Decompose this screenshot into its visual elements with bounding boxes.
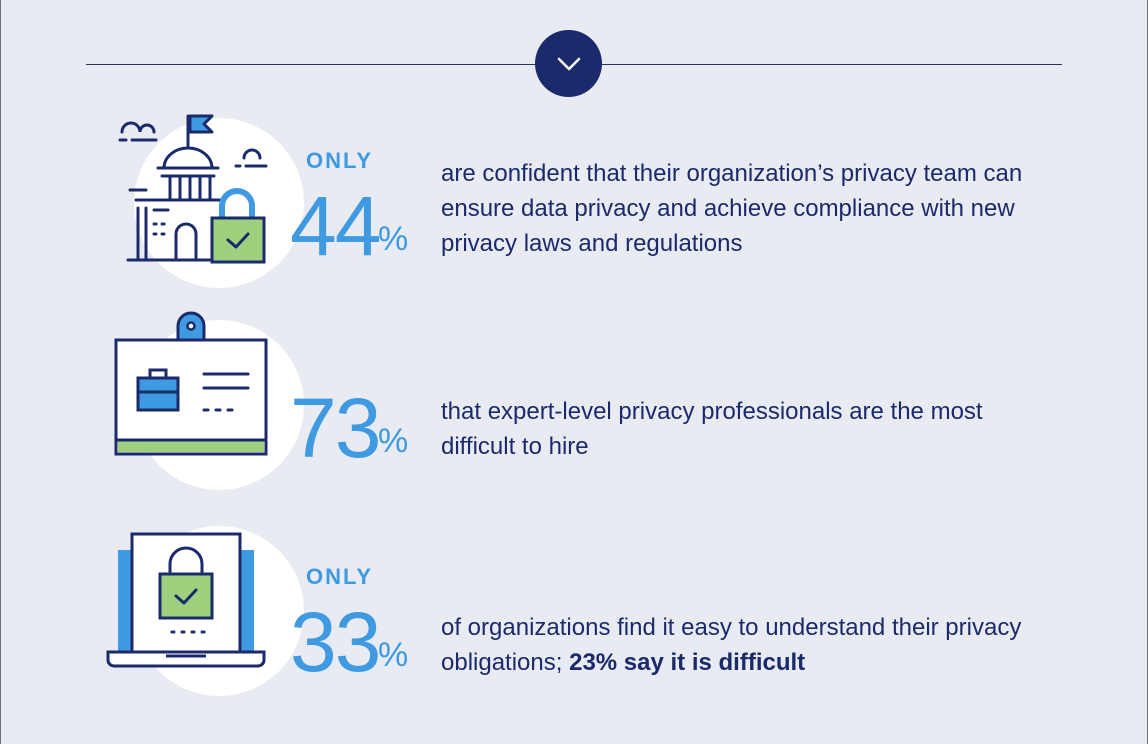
stat-item-2: 73 % that expert-level privacy professio… <box>0 308 1148 490</box>
stat-prefix: ONLY <box>306 148 374 173</box>
stat-description-emphasis: 23% say it is difficult <box>569 649 806 676</box>
laptop-lock-icon <box>106 532 266 668</box>
stat-description: are confident that their organization’s … <box>441 160 1023 257</box>
stat-item-1: ONLY 44 % are confident that their organ… <box>0 110 1148 290</box>
stat-unit: % <box>378 422 409 460</box>
stat-number: 33 <box>290 595 381 689</box>
stat-number: 44 <box>290 179 381 273</box>
id-badge-briefcase-icon <box>114 311 268 456</box>
stat-unit: % <box>378 636 409 674</box>
stat-description: of organizations find it easy to underst… <box>441 610 1061 680</box>
stat-prefix: ONLY <box>306 564 374 589</box>
chevron-down-icon <box>557 57 580 70</box>
stat-number: 73 <box>290 381 381 475</box>
stat-description: that expert-level privacy professionals … <box>441 398 983 460</box>
expand-toggle-button[interactable] <box>535 30 602 97</box>
stat-description-text: of organizations find it easy to underst… <box>441 614 1022 676</box>
stat-unit: % <box>378 220 409 258</box>
stat-item-3: ONLY 33 % of organizations find it easy … <box>0 526 1148 706</box>
government-building-lock-icon <box>118 114 268 264</box>
